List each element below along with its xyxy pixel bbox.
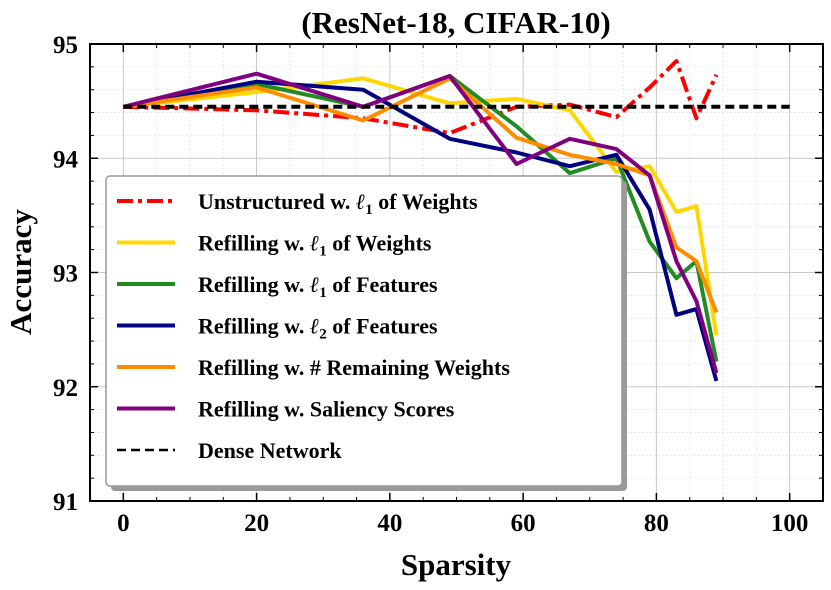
series-line-refilling-w-saliency-scores [122,71,719,374]
legend-label: Refilling w. ℓ1 of Weights [198,231,432,260]
y-tick-label: 95 [53,32,78,59]
x-tick-label: 0 [117,510,130,537]
series-line-refilling-w-2-of-features [122,79,719,382]
legend-label: Refilling w. Saliency Scores [198,397,455,422]
chart-title: (ResNet-18, CIFAR-10) [301,5,610,40]
legend-label: Refilling w. ℓ2 of Features [198,314,438,343]
y-tick-label: 94 [53,146,79,173]
legend-label: Dense Network [198,438,342,463]
y-axis-label: Accuracy [3,209,38,335]
x-tick-label: 60 [511,510,536,537]
x-tick-label: 20 [244,510,269,537]
legend-label: Unstructured w. ℓ1 of Weights [198,189,478,218]
legend-label: Refilling w. # Remaining Weights [198,355,510,380]
series-line-refilling-w-remaining-weights [123,76,719,314]
x-tick-label: 80 [644,510,669,537]
legend-box [105,175,623,487]
legend-label: Refilling w. ℓ1 of Features [198,272,438,301]
series-line-unstructured-w-1-of-weights [123,59,719,136]
y-tick-label: 91 [53,489,78,516]
x-tick-label: 40 [377,510,402,537]
x-tick-label: 100 [771,510,809,537]
x-axis-label: Sparsity [401,547,512,582]
series-line-refilling-w-1-of-weights [123,76,719,336]
axis-ticks: 0 20 40 60 80 100 91 92 93 94 95 [53,32,824,537]
legend: Unstructured w. ℓ1 of Weights Refilling w… [105,175,627,491]
y-tick-label: 92 [53,375,78,402]
y-tick-label: 93 [53,261,78,288]
series-lines [122,59,790,382]
